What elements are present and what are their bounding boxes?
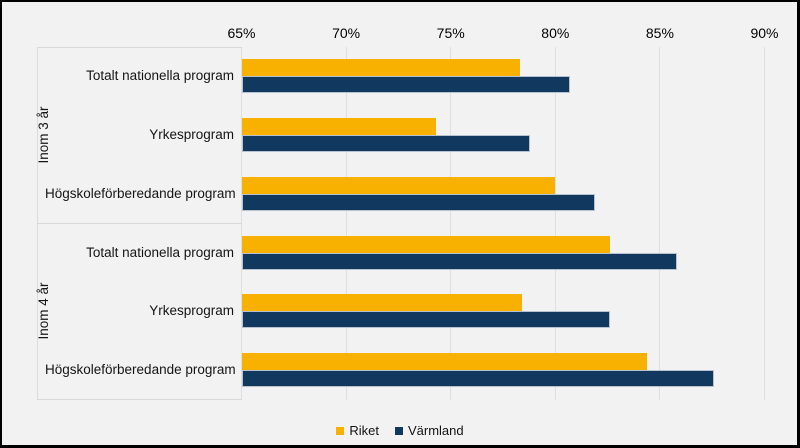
group-separator-line bbox=[37, 222, 242, 224]
legend-item: Värmland bbox=[394, 423, 464, 438]
bar-riket bbox=[241, 118, 437, 136]
gridline bbox=[345, 47, 347, 400]
category-label: Yrkesprogram bbox=[149, 303, 234, 319]
legend-swatch bbox=[336, 426, 345, 435]
bar-riket bbox=[241, 176, 556, 194]
category-axis-top-line bbox=[37, 46, 242, 48]
bar-vrmland bbox=[241, 252, 677, 270]
x-axis-tick-label: 65% bbox=[227, 25, 256, 41]
legend: Riket Värmland bbox=[0, 423, 800, 438]
gridline bbox=[450, 47, 452, 400]
bar-riket bbox=[241, 353, 648, 371]
gridline bbox=[554, 47, 556, 400]
legend-swatch bbox=[394, 426, 403, 435]
bar-riket bbox=[241, 59, 520, 77]
x-axis-tick-label: 75% bbox=[436, 25, 465, 41]
x-axis-tick-label: 85% bbox=[645, 25, 674, 41]
group-separator-line bbox=[37, 399, 242, 400]
gridline bbox=[659, 47, 661, 400]
bar-vrmland bbox=[241, 135, 531, 153]
x-axis-tick-label: 90% bbox=[750, 25, 779, 41]
category-label: Högskoleförberedande program bbox=[45, 362, 236, 378]
legend-item: Riket bbox=[336, 423, 379, 438]
bar-vrmland bbox=[241, 76, 570, 94]
category-label: Högskoleförberedande program bbox=[45, 185, 236, 201]
gridline bbox=[241, 47, 242, 400]
category-label: Totalt nationella program bbox=[86, 68, 234, 84]
gridline bbox=[764, 47, 765, 400]
bar-vrmland bbox=[241, 193, 596, 211]
bar-riket bbox=[241, 294, 522, 312]
bar-vrmland bbox=[241, 311, 610, 329]
bar-riket bbox=[241, 235, 610, 253]
x-axis-tick-label: 80% bbox=[541, 25, 570, 41]
x-axis-tick-label: 70% bbox=[332, 25, 361, 41]
legend-label: Värmland bbox=[407, 423, 464, 438]
legend-label: Riket bbox=[349, 423, 379, 438]
category-label: Totalt nationella program bbox=[86, 244, 234, 260]
bar-vrmland bbox=[241, 370, 715, 388]
category-label: Yrkesprogram bbox=[149, 127, 234, 143]
